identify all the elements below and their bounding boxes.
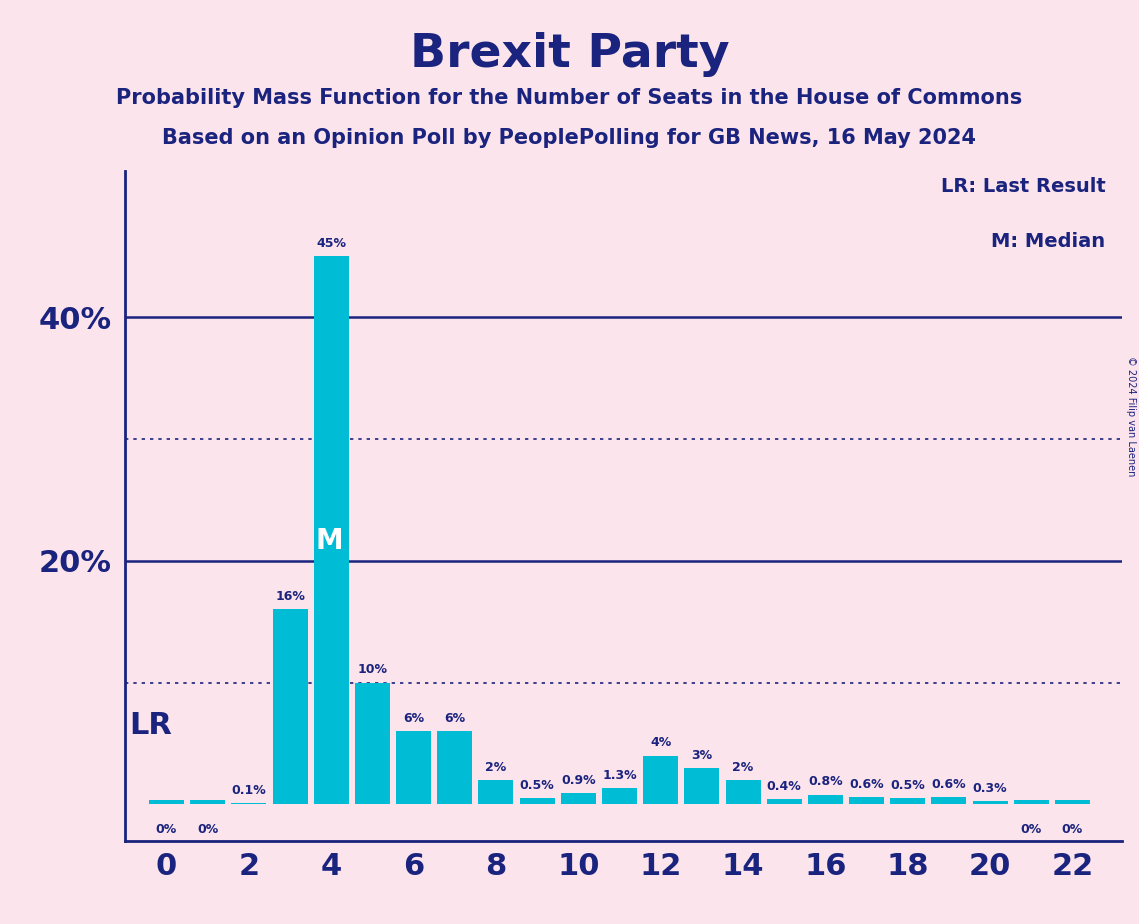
Bar: [437, 731, 473, 804]
Bar: [891, 798, 925, 804]
Bar: [231, 803, 267, 804]
Text: LR: Last Result: LR: Last Result: [941, 177, 1106, 196]
Bar: [396, 731, 431, 804]
Bar: [190, 800, 226, 804]
Text: Probability Mass Function for the Number of Seats in the House of Commons: Probability Mass Function for the Number…: [116, 88, 1023, 108]
Text: LR: LR: [130, 711, 172, 739]
Text: 0.1%: 0.1%: [231, 784, 267, 797]
Text: 2%: 2%: [485, 760, 507, 774]
Text: Based on an Opinion Poll by PeoplePolling for GB News, 16 May 2024: Based on an Opinion Poll by PeoplePollin…: [163, 128, 976, 148]
Bar: [932, 797, 967, 804]
Text: 1.3%: 1.3%: [603, 770, 637, 783]
Bar: [149, 800, 185, 804]
Text: 0.6%: 0.6%: [850, 778, 884, 791]
Text: 0.3%: 0.3%: [973, 782, 1007, 795]
Text: 6%: 6%: [444, 712, 466, 725]
Text: M: M: [316, 528, 343, 555]
Text: 45%: 45%: [317, 237, 346, 250]
Text: 0%: 0%: [1021, 822, 1042, 835]
Text: M: Median: M: Median: [991, 232, 1106, 250]
Bar: [685, 768, 720, 804]
Bar: [272, 610, 308, 804]
Text: 0.6%: 0.6%: [932, 778, 966, 791]
Text: 0.5%: 0.5%: [891, 779, 925, 792]
Text: Brexit Party: Brexit Party: [410, 32, 729, 78]
Text: 10%: 10%: [358, 663, 387, 676]
Bar: [355, 683, 390, 804]
Text: 0%: 0%: [197, 822, 219, 835]
Text: 0.9%: 0.9%: [562, 774, 596, 787]
Bar: [644, 756, 678, 804]
Bar: [849, 797, 884, 804]
Bar: [603, 788, 637, 804]
Text: 0.4%: 0.4%: [767, 781, 802, 794]
Bar: [313, 256, 349, 804]
Text: © 2024 Filip van Laenen: © 2024 Filip van Laenen: [1126, 356, 1136, 476]
Bar: [560, 794, 596, 804]
Bar: [973, 800, 1008, 804]
Text: 0.5%: 0.5%: [519, 779, 555, 792]
Text: 0%: 0%: [156, 822, 177, 835]
Bar: [726, 780, 761, 804]
Bar: [1055, 800, 1090, 804]
Bar: [767, 799, 802, 804]
Bar: [519, 798, 555, 804]
Bar: [808, 795, 843, 804]
Text: 4%: 4%: [650, 736, 671, 749]
Text: 2%: 2%: [732, 760, 754, 774]
Text: 0.8%: 0.8%: [808, 775, 843, 788]
Text: 6%: 6%: [403, 712, 424, 725]
Bar: [1014, 800, 1049, 804]
Bar: [478, 780, 514, 804]
Text: 0%: 0%: [1062, 822, 1083, 835]
Text: 3%: 3%: [691, 748, 712, 761]
Text: 16%: 16%: [276, 590, 305, 603]
